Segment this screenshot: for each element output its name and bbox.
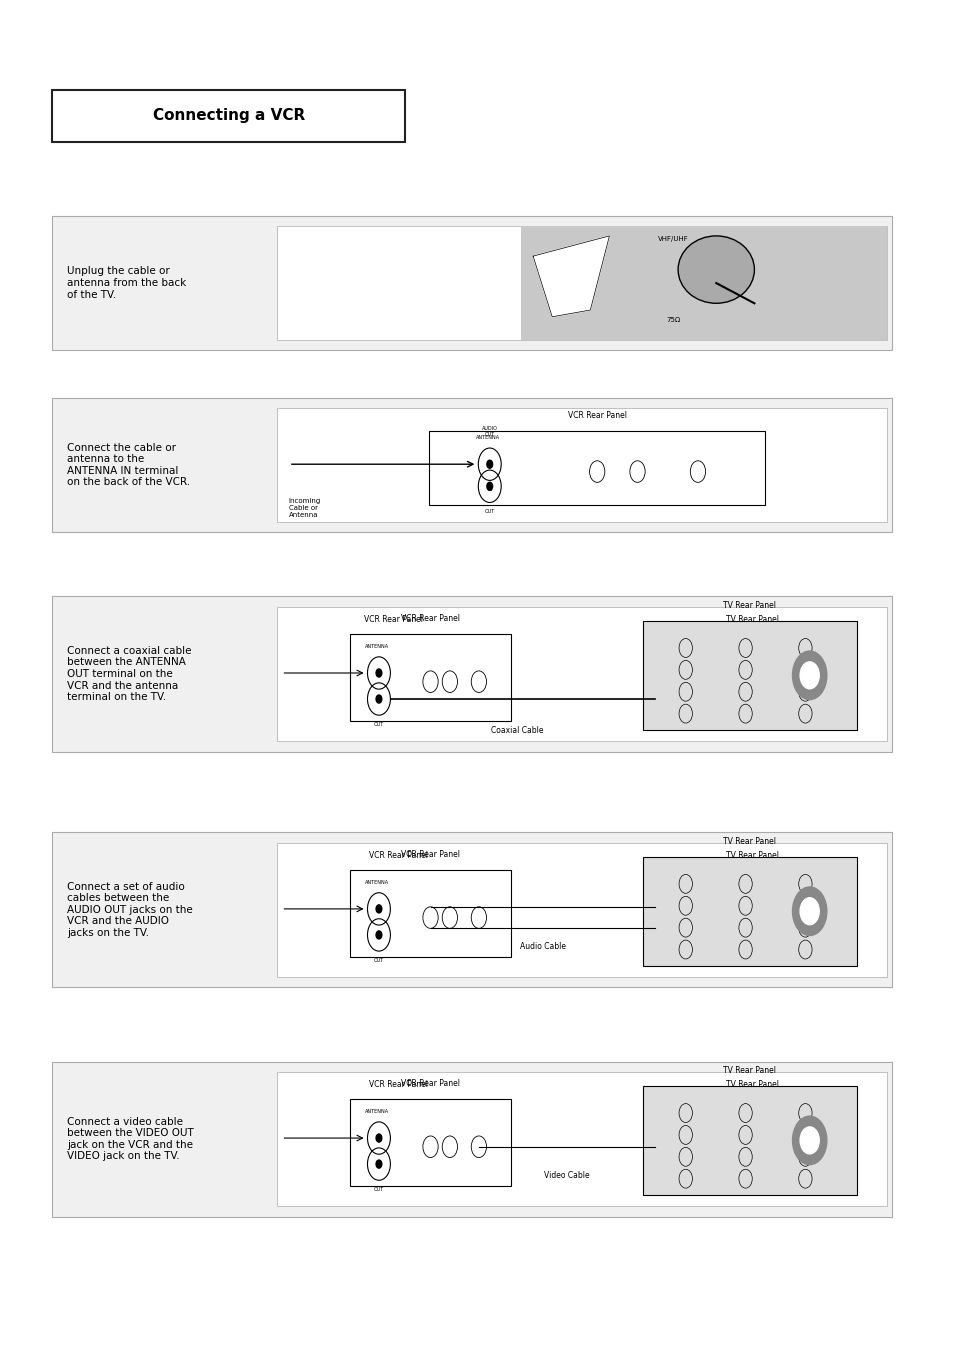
Circle shape	[375, 1134, 381, 1142]
Text: Connect the cable or
antenna to the
ANTENNA IN terminal
on the back of the VCR.: Connect the cable or antenna to the ANTE…	[67, 442, 190, 488]
FancyBboxPatch shape	[429, 431, 764, 504]
FancyBboxPatch shape	[642, 856, 856, 967]
FancyBboxPatch shape	[52, 1062, 891, 1216]
FancyBboxPatch shape	[350, 869, 511, 957]
FancyBboxPatch shape	[520, 226, 886, 340]
Circle shape	[375, 669, 381, 677]
Polygon shape	[533, 236, 609, 317]
Circle shape	[375, 905, 381, 913]
Circle shape	[486, 460, 492, 468]
Text: Audio Cable: Audio Cable	[519, 942, 565, 950]
Text: Connect a video cable
between the VIDEO OUT
jack on the VCR and the
VIDEO jack o: Connect a video cable between the VIDEO …	[67, 1116, 193, 1162]
Text: IN: IN	[375, 696, 381, 701]
FancyBboxPatch shape	[276, 226, 886, 340]
Circle shape	[375, 931, 381, 940]
Text: Coaxial Cable: Coaxial Cable	[490, 727, 543, 735]
Text: TV Rear Panel: TV Rear Panel	[722, 601, 776, 609]
FancyBboxPatch shape	[642, 1085, 856, 1196]
Text: VHF/UHF: VHF/UHF	[658, 236, 688, 241]
Circle shape	[792, 651, 826, 700]
FancyBboxPatch shape	[276, 844, 886, 976]
Text: OUT: OUT	[374, 723, 384, 727]
FancyBboxPatch shape	[350, 634, 511, 721]
Circle shape	[800, 1127, 819, 1154]
Text: 75Ω: 75Ω	[666, 317, 679, 322]
Text: Unplug the cable or
antenna from the back
of the TV.: Unplug the cable or antenna from the bac…	[67, 267, 186, 299]
Text: TV Rear Panel: TV Rear Panel	[725, 1081, 779, 1089]
FancyBboxPatch shape	[350, 1099, 511, 1186]
Text: Connect a set of audio
cables between the
AUDIO OUT jacks on the
VCR and the AUD: Connect a set of audio cables between th…	[67, 882, 193, 938]
Text: ANTENNA: ANTENNA	[365, 880, 389, 884]
Text: Video Cable: Video Cable	[543, 1171, 589, 1180]
Text: ANTENNA: ANTENNA	[365, 644, 389, 648]
Text: IN: IN	[487, 487, 492, 492]
FancyBboxPatch shape	[276, 1073, 886, 1205]
Text: VCR Rear Panel: VCR Rear Panel	[369, 1081, 428, 1089]
FancyBboxPatch shape	[642, 620, 856, 731]
Text: AUDIO
OUT: AUDIO OUT	[481, 426, 497, 437]
FancyBboxPatch shape	[52, 832, 891, 987]
Circle shape	[375, 696, 381, 704]
Text: VCR Rear Panel: VCR Rear Panel	[400, 851, 459, 859]
Text: VCR Rear Panel: VCR Rear Panel	[400, 615, 459, 623]
Circle shape	[800, 898, 819, 925]
FancyBboxPatch shape	[52, 596, 891, 752]
Text: TV Rear Panel: TV Rear Panel	[722, 837, 776, 845]
Circle shape	[800, 662, 819, 689]
Ellipse shape	[678, 236, 754, 303]
Text: VCR Rear Panel: VCR Rear Panel	[364, 615, 423, 624]
Circle shape	[486, 483, 492, 491]
Circle shape	[375, 1161, 381, 1169]
FancyBboxPatch shape	[276, 408, 886, 522]
Text: OUT: OUT	[374, 1188, 384, 1192]
Text: OUT: OUT	[484, 510, 495, 514]
Text: IN: IN	[375, 931, 381, 937]
Circle shape	[792, 887, 826, 936]
FancyBboxPatch shape	[52, 216, 891, 350]
Text: TV Rear Panel: TV Rear Panel	[725, 852, 779, 860]
FancyBboxPatch shape	[52, 398, 891, 532]
Text: TV Rear Panel: TV Rear Panel	[722, 1066, 776, 1074]
Text: Connect a coaxial cable
between the ANTENNA
OUT terminal on the
VCR and the ante: Connect a coaxial cable between the ANTE…	[67, 646, 192, 702]
Circle shape	[792, 1116, 826, 1165]
Text: Connecting a VCR: Connecting a VCR	[152, 108, 305, 124]
FancyBboxPatch shape	[52, 90, 405, 142]
Text: OUT: OUT	[374, 958, 384, 962]
FancyBboxPatch shape	[276, 607, 886, 741]
Text: Incoming
Cable or
Antenna: Incoming Cable or Antenna	[289, 497, 321, 518]
Text: ANTENNA: ANTENNA	[365, 1109, 389, 1113]
Text: VCR Rear Panel: VCR Rear Panel	[369, 852, 428, 860]
Text: VCR Rear Panel: VCR Rear Panel	[400, 1080, 459, 1088]
Text: ANTENNA: ANTENNA	[476, 435, 499, 439]
Text: TV Rear Panel: TV Rear Panel	[725, 615, 779, 624]
Text: VCR Rear Panel: VCR Rear Panel	[567, 411, 626, 421]
Text: IN: IN	[375, 1161, 381, 1166]
